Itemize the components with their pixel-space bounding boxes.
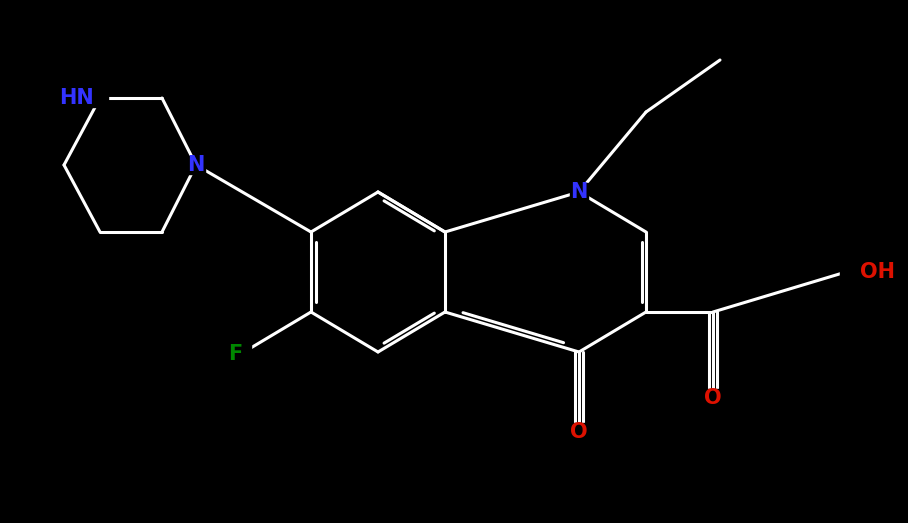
Bar xyxy=(237,343,251,361)
Bar xyxy=(570,183,588,201)
Bar xyxy=(705,389,721,407)
Text: N: N xyxy=(187,155,204,175)
Text: N: N xyxy=(570,182,587,202)
Text: O: O xyxy=(570,422,587,442)
Text: O: O xyxy=(705,388,722,408)
Bar xyxy=(187,156,205,174)
Bar xyxy=(571,423,587,441)
Bar xyxy=(76,89,108,107)
Text: F: F xyxy=(228,344,242,364)
Text: OH: OH xyxy=(860,262,895,282)
Text: HN: HN xyxy=(59,88,94,108)
Bar xyxy=(840,263,876,281)
